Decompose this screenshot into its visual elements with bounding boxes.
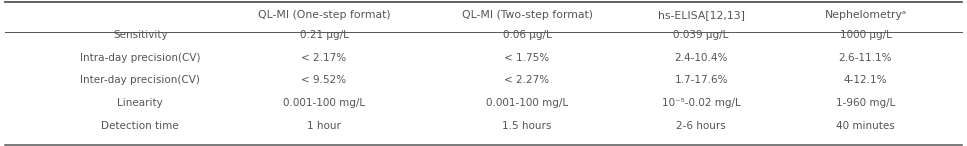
Text: 2.4-10.4%: 2.4-10.4% [674,53,728,63]
Text: QL-MI (Two-step format): QL-MI (Two-step format) [461,10,593,20]
Text: < 1.75%: < 1.75% [505,53,549,63]
Text: Intra-day precision(CV): Intra-day precision(CV) [80,53,200,63]
Text: QL-MI (One-step format): QL-MI (One-step format) [257,10,391,20]
Text: 1.7-17.6%: 1.7-17.6% [674,75,728,85]
Text: Inter-day precision(CV): Inter-day precision(CV) [80,75,200,85]
Text: 1 hour: 1 hour [307,121,341,131]
Text: 1.5 hours: 1.5 hours [502,121,552,131]
Text: 0.06 μg/L: 0.06 μg/L [503,30,551,40]
Text: Linearity: Linearity [117,98,163,108]
Text: < 9.52%: < 9.52% [302,75,346,85]
Text: 40 minutes: 40 minutes [836,121,894,131]
Text: hs-ELISA[12,13]: hs-ELISA[12,13] [658,10,745,20]
Text: 1-960 mg/L: 1-960 mg/L [835,98,895,108]
Text: 10⁻⁵-0.02 mg/L: 10⁻⁵-0.02 mg/L [661,98,741,108]
Text: 2-6 hours: 2-6 hours [676,121,726,131]
Text: Sensitivity: Sensitivity [113,30,167,40]
Text: 0.21 μg/L: 0.21 μg/L [300,30,348,40]
Text: 0.001-100 mg/L: 0.001-100 mg/L [486,98,568,108]
Text: < 2.17%: < 2.17% [302,53,346,63]
Text: Nephelometryᵃ: Nephelometryᵃ [825,10,906,20]
Text: 4-12.1%: 4-12.1% [844,75,887,85]
Text: 1000 μg/L: 1000 μg/L [839,30,892,40]
Text: 0.001-100 mg/L: 0.001-100 mg/L [283,98,365,108]
Text: 0.039 μg/L: 0.039 μg/L [673,30,729,40]
Text: < 2.27%: < 2.27% [505,75,549,85]
Text: 2.6-11.1%: 2.6-11.1% [838,53,893,63]
Text: Detection time: Detection time [102,121,179,131]
